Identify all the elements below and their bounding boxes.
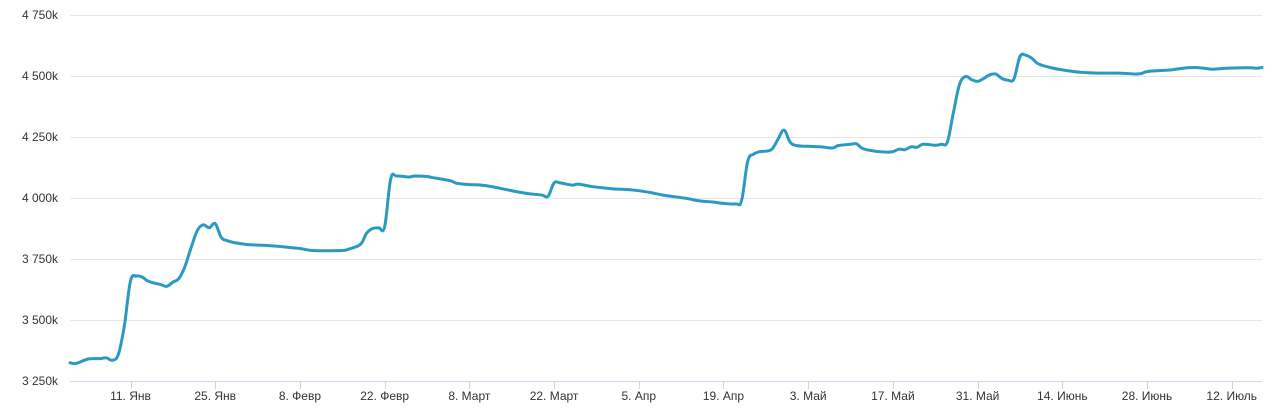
x-tick-label: 22. Февр bbox=[360, 389, 409, 403]
x-tick-label: 19. Апр bbox=[703, 389, 745, 403]
x-tick-label: 22. Март bbox=[530, 389, 579, 403]
y-tick-label: 4 750k bbox=[22, 8, 59, 22]
grid-lines bbox=[70, 15, 1262, 321]
x-tick-label: 17. Май bbox=[871, 389, 915, 403]
y-tick-label: 4 500k bbox=[22, 69, 59, 83]
x-tick-label: 14. Июнь bbox=[1037, 389, 1088, 403]
x-tick-label: 11. Янв bbox=[110, 389, 151, 403]
y-tick-label: 4 250k bbox=[22, 130, 59, 144]
x-tick-label: 25. Янв bbox=[194, 389, 236, 403]
series-lines bbox=[68, 52, 1264, 366]
y-axis-labels: 3 250k 3 500k 3 750k 4 000k 4 250k 4 500k 4 75… bbox=[22, 8, 59, 388]
y-tick-label: 3 750k bbox=[22, 252, 59, 266]
x-tick-label: 8. Февр bbox=[279, 389, 322, 403]
y-tick-label: 4 000k bbox=[22, 191, 59, 205]
x-axis: 11. Янв 25. Янв 8. Февр 22. Февр 8. Март 22. … bbox=[70, 381, 1262, 403]
x-tick-label: 31. Май bbox=[956, 389, 1000, 403]
y-tick-label: 3 500k bbox=[22, 313, 59, 327]
x-tick-label: 5. Апр bbox=[622, 389, 657, 403]
series-line bbox=[68, 52, 1264, 366]
x-tick-label: 12. Июль bbox=[1206, 389, 1257, 403]
x-tick-label: 3. Май bbox=[790, 389, 827, 403]
x-tick-label: 28. Июнь bbox=[1122, 389, 1173, 403]
y-tick-label: 3 250k bbox=[22, 374, 59, 388]
x-tick-label: 8. Март bbox=[448, 389, 491, 403]
